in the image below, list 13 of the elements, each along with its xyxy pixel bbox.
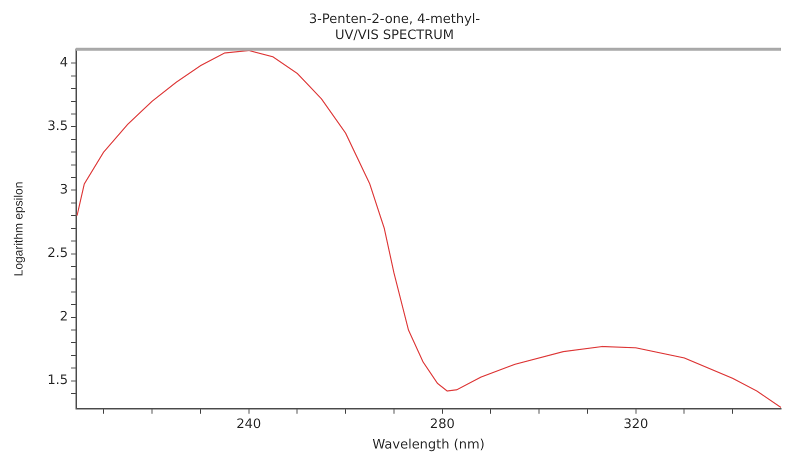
y-tick-label: 2.5 — [47, 246, 68, 262]
y-tick-label: 2 — [60, 310, 68, 325]
y-tick-label: 3.5 — [47, 119, 68, 134]
x-axis-title: Wavelength (nm) — [372, 438, 485, 453]
y-tick-label: 1.5 — [47, 373, 68, 388]
y-tick-label: 3 — [60, 182, 68, 198]
y-axis-title: Logarithm epsilon — [12, 182, 26, 276]
x-tick-label: 240 — [236, 416, 262, 432]
x-tick-label: 320 — [623, 416, 648, 432]
x-tick-label: 280 — [430, 416, 455, 432]
chart-subtitle: UV/VIS SPECTRUM — [335, 28, 454, 43]
chart-title: 3-Penten-2-one, 4-methyl- — [308, 12, 480, 28]
y-tick-label: 4 — [60, 56, 68, 71]
